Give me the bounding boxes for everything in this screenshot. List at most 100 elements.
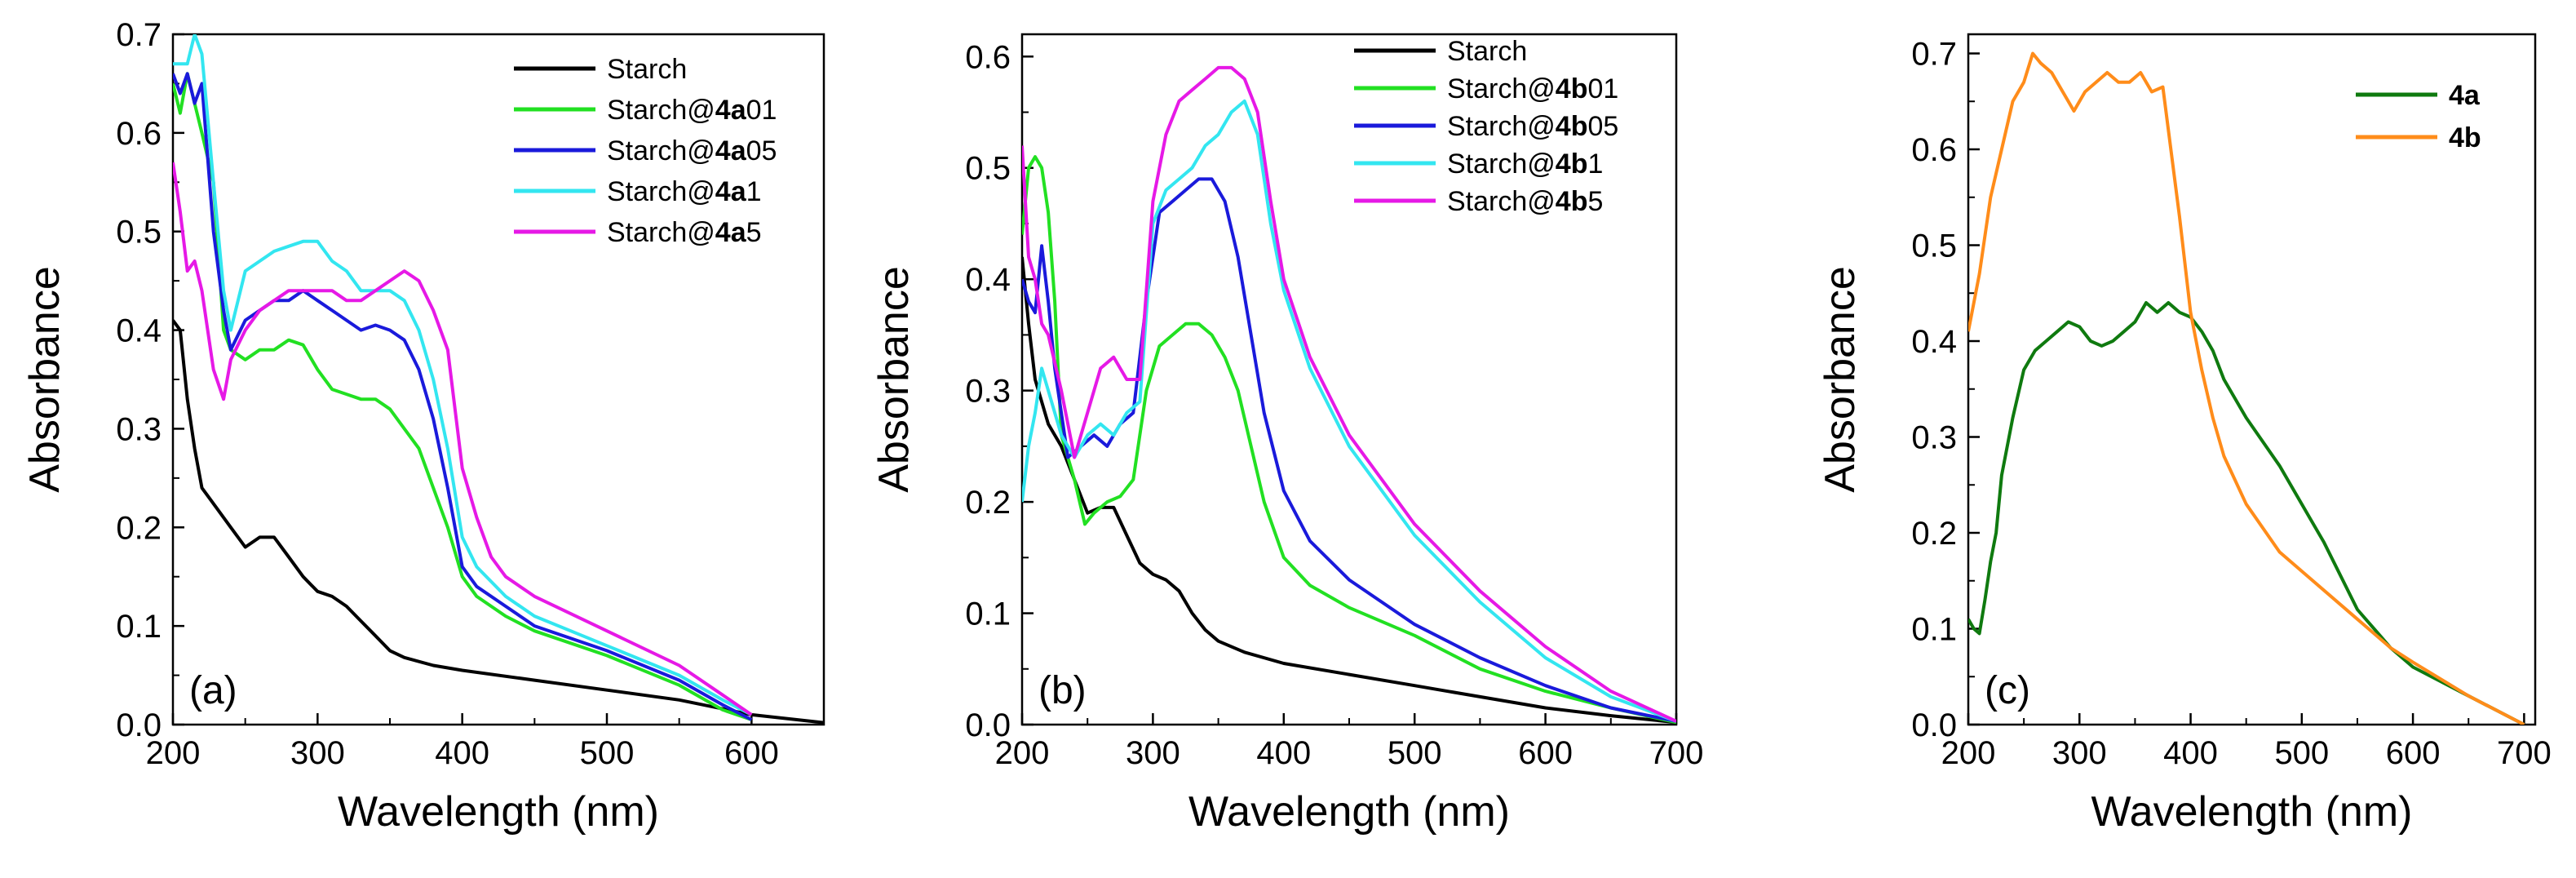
y-tick-label: 0.6 bbox=[116, 116, 162, 152]
legend-label-bold: 4b bbox=[1556, 149, 1588, 180]
legend-label: Starch bbox=[1447, 36, 1527, 67]
legend-label-tail: 05 bbox=[1587, 111, 1618, 142]
legend-label: Starch@4b05 bbox=[1447, 111, 1618, 142]
legend-label-tail: 5 bbox=[1587, 186, 1603, 217]
legend-label-tail: 1 bbox=[746, 176, 762, 207]
legend-label-bold: 4b bbox=[1556, 111, 1588, 142]
series-line-starch-4a01 bbox=[173, 72, 752, 721]
legend-label-main: Starch bbox=[1447, 36, 1527, 67]
panel-c: 200 300 400 500 600 700 0.0 0.1 0.2 0.3 0.4 0.5 0.6 0… bbox=[1817, 33, 2552, 836]
y-tick-label: 0.2 bbox=[1911, 516, 1957, 552]
y-tick-label: 0.3 bbox=[116, 411, 162, 447]
y-tick-label: 0.3 bbox=[965, 374, 1011, 410]
x-axis-label: Wavelength (nm) bbox=[2091, 788, 2413, 836]
legend-label-tail: 5 bbox=[746, 217, 762, 248]
legend-label-main: Starch@ bbox=[607, 95, 715, 126]
y-tick-label: 0.3 bbox=[1911, 420, 1957, 456]
legend-label-main: Starch@ bbox=[1447, 186, 1556, 217]
x-tick-label: 600 bbox=[724, 735, 779, 771]
series-line-starch-4b1 bbox=[1022, 99, 1676, 723]
legend-label-bold: 4b bbox=[1556, 73, 1588, 104]
legend-label: Starch@4a5 bbox=[607, 217, 762, 248]
series-line-4b bbox=[1968, 51, 2525, 725]
series-line-starch-4a5 bbox=[173, 162, 753, 716]
y-tick-label: 0.6 bbox=[965, 39, 1011, 75]
x-tick-label: 700 bbox=[1649, 735, 1704, 771]
panel-b: 200 300 400 500 600 700 0.0 0.1 0.2 0.3 0.4 0.5 0.6 W… bbox=[870, 33, 1704, 836]
y-tick-label: 0.5 bbox=[116, 215, 162, 251]
y-tick-label: 0.0 bbox=[1911, 707, 1957, 743]
x-axis-label: Wavelength (nm) bbox=[1188, 788, 1510, 836]
x-tick-label: 400 bbox=[435, 735, 489, 771]
x-tick-label: 200 bbox=[1941, 735, 1996, 771]
y-tick-label: 0.4 bbox=[116, 313, 162, 349]
series-line-starch-4b5 bbox=[1022, 65, 1676, 723]
series-line-starch bbox=[1022, 256, 1676, 725]
panel-label: (a) bbox=[189, 669, 237, 712]
x-tick-label: 600 bbox=[1518, 735, 1573, 771]
legend-label: Starch@4a05 bbox=[607, 135, 777, 166]
panel-a: 200 300 400 500 600 0.0 0.1 0.2 0.3 0.4 0.5 0.6 0.7 W… bbox=[21, 17, 825, 836]
plot-frame bbox=[1967, 33, 2537, 726]
x-axis-label: Wavelength (nm) bbox=[338, 788, 659, 836]
legend-label-main: Starch@ bbox=[607, 217, 715, 248]
x-tick-label: 500 bbox=[2274, 735, 2329, 771]
x-tick-label: 400 bbox=[2163, 735, 2218, 771]
y-tick-label: 0.1 bbox=[965, 596, 1011, 632]
legend-label-tail: 1 bbox=[1587, 149, 1603, 180]
legend-label-bold: 4a bbox=[715, 135, 747, 166]
legend-label-tail: 01 bbox=[746, 95, 777, 126]
legend-label: Starch bbox=[607, 54, 687, 85]
x-tick-label: 200 bbox=[995, 735, 1050, 771]
legend-label-bold: 4b bbox=[2449, 122, 2481, 153]
x-tick-label: 500 bbox=[580, 735, 635, 771]
y-axis-label: Absorbance bbox=[21, 266, 69, 493]
x-tick-label: 500 bbox=[1388, 735, 1442, 771]
legend-label: Starch@4b01 bbox=[1447, 73, 1618, 104]
legend-label-bold: 4a bbox=[715, 95, 747, 126]
y-tick-label: 0.2 bbox=[965, 485, 1011, 521]
panel-label: (c) bbox=[1985, 669, 2030, 712]
legend-label: Starch@4b1 bbox=[1447, 149, 1603, 180]
legend-label-bold: 4a bbox=[715, 217, 747, 248]
x-tick-label: 700 bbox=[2497, 735, 2552, 771]
y-tick-label: 0.0 bbox=[116, 707, 162, 743]
y-tick-label: 0.5 bbox=[965, 151, 1011, 187]
legend-label-main: Starch@ bbox=[1447, 149, 1556, 180]
y-tick-label: 0.6 bbox=[1911, 132, 1957, 168]
y-tick-label: 0.4 bbox=[1911, 324, 1957, 360]
legend-label: 4a bbox=[2449, 80, 2481, 111]
y-axis-label: Absorbance bbox=[870, 266, 918, 493]
series-line-starch-4b01 bbox=[1022, 155, 1676, 725]
legend-label-main: Starch@ bbox=[1447, 111, 1556, 142]
y-axis-label: Absorbance bbox=[1817, 266, 1864, 493]
y-tick-label: 0.1 bbox=[1911, 612, 1957, 648]
x-tick-label: 300 bbox=[1126, 735, 1180, 771]
legend-label-main: Starch@ bbox=[607, 135, 715, 166]
series-line-starch bbox=[173, 319, 824, 725]
series-line-starch-4a05 bbox=[173, 72, 753, 721]
x-tick-label: 600 bbox=[2386, 735, 2441, 771]
legend-label: Starch@4a01 bbox=[607, 95, 777, 126]
legend-label-tail: 01 bbox=[1587, 73, 1618, 104]
legend-label-main: Starch@ bbox=[1447, 73, 1556, 104]
legend-label: 4b bbox=[2449, 122, 2481, 153]
y-tick-label: 0.0 bbox=[965, 707, 1011, 743]
legend-label: Starch@4b5 bbox=[1447, 186, 1603, 217]
y-tick-label: 0.4 bbox=[965, 262, 1011, 298]
y-tick-label: 0.2 bbox=[116, 510, 162, 546]
x-tick-label: 400 bbox=[1256, 735, 1311, 771]
legend-label-main: Starch bbox=[607, 54, 687, 85]
legend-label-bold: 4a bbox=[715, 176, 747, 207]
legend-label-bold: 4b bbox=[1556, 186, 1588, 217]
y-tick-label: 0.5 bbox=[1911, 228, 1957, 264]
series-line-starch-4a1 bbox=[173, 34, 753, 716]
x-tick-label: 200 bbox=[146, 735, 201, 771]
x-tick-label: 300 bbox=[290, 735, 345, 771]
y-tick-label: 0.1 bbox=[116, 609, 162, 645]
legend-label: Starch@4a1 bbox=[607, 176, 762, 207]
legend-label-bold: 4a bbox=[2449, 80, 2481, 111]
x-tick-label: 300 bbox=[2052, 735, 2107, 771]
series-line-4a bbox=[1968, 301, 2525, 725]
